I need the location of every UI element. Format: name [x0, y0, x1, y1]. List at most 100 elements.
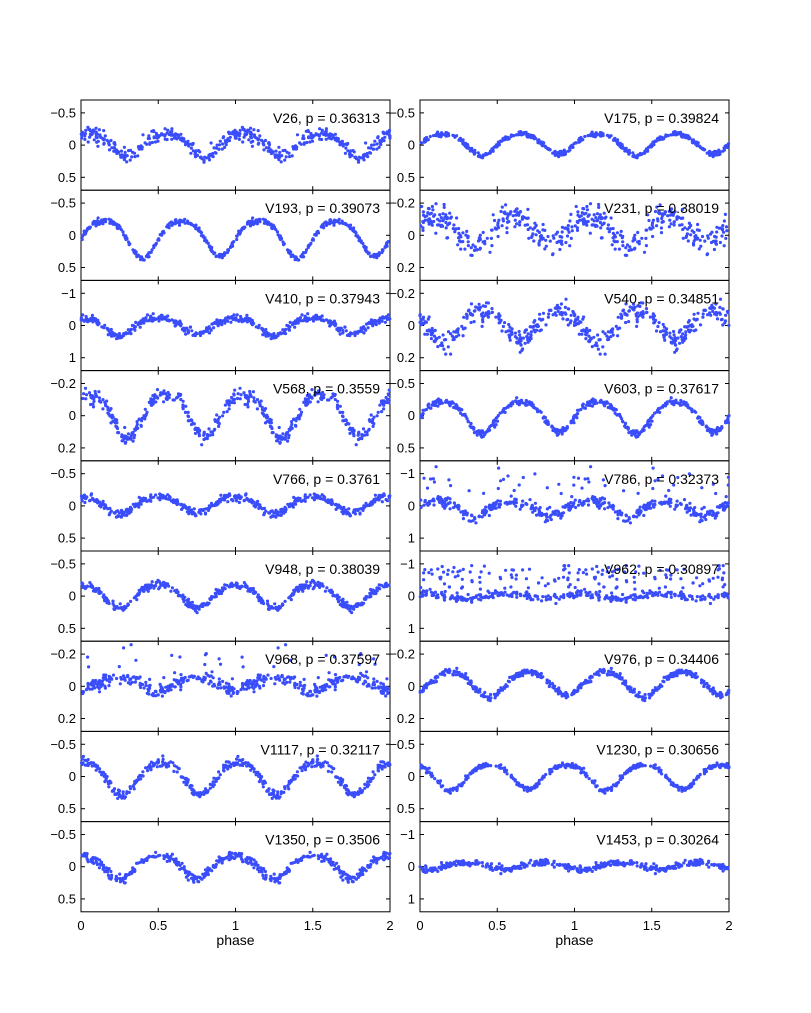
data-point	[526, 216, 530, 220]
data-point	[586, 214, 590, 218]
data-point	[290, 422, 294, 426]
data-point	[230, 315, 234, 319]
data-point	[525, 502, 529, 506]
data-point	[343, 151, 347, 155]
data-point	[453, 230, 457, 234]
data-point	[169, 589, 173, 593]
data-point	[172, 321, 176, 325]
data-point	[221, 414, 225, 418]
data-point	[245, 402, 250, 406]
data-point	[599, 226, 603, 230]
data-point	[363, 433, 367, 437]
data-point	[375, 414, 379, 418]
data-point	[115, 333, 119, 337]
data-point	[531, 506, 535, 510]
data-point	[81, 313, 85, 317]
data-point	[532, 239, 536, 243]
data-point	[378, 403, 382, 407]
data-point	[515, 207, 519, 211]
data-point	[109, 327, 113, 332]
data-point	[544, 244, 548, 248]
data-point	[570, 225, 574, 229]
data-point	[434, 401, 438, 405]
data-point	[158, 316, 162, 320]
data-point	[117, 431, 121, 435]
data-point	[721, 508, 726, 512]
data-point	[278, 150, 282, 155]
y-tick-label: −0.5	[50, 105, 76, 120]
data-point	[681, 216, 685, 220]
data-point	[295, 416, 299, 420]
data-point	[455, 216, 459, 220]
data-point	[223, 403, 227, 407]
data-point	[465, 316, 469, 320]
data-point	[678, 223, 682, 227]
data-point	[444, 134, 448, 138]
data-point	[513, 331, 518, 335]
data-point	[184, 410, 188, 414]
data-point	[348, 431, 352, 435]
data-point	[496, 499, 500, 503]
data-point	[197, 510, 201, 514]
y-tick-label: 0	[408, 498, 415, 513]
data-point	[632, 247, 637, 251]
data-point	[506, 474, 510, 478]
data-point	[499, 479, 503, 483]
data-point	[153, 140, 158, 144]
y-tick-label: 0	[408, 318, 415, 333]
data-point	[121, 439, 125, 443]
data-point	[632, 302, 636, 306]
data-point	[722, 148, 727, 152]
data-point	[621, 240, 625, 244]
data-point	[627, 320, 631, 324]
data-point	[213, 151, 217, 155]
data-point	[419, 317, 423, 321]
data-point	[579, 407, 583, 412]
data-point	[103, 504, 108, 508]
data-point	[366, 155, 370, 159]
data-point	[528, 325, 532, 329]
data-point	[696, 222, 700, 227]
data-point	[312, 316, 316, 320]
data-point	[420, 204, 424, 209]
data-point	[142, 321, 146, 325]
data-point	[662, 329, 666, 333]
data-point	[374, 497, 378, 501]
data-point	[300, 313, 304, 317]
data-point	[192, 507, 196, 511]
data-point	[122, 145, 126, 149]
data-point	[238, 128, 242, 132]
data-points	[80, 578, 391, 615]
data-point	[690, 138, 694, 142]
data-point	[480, 431, 484, 435]
data-point	[586, 134, 590, 138]
data-point	[726, 418, 730, 422]
y-tick-label: 0	[69, 228, 76, 243]
data-point	[110, 413, 114, 417]
data-point	[459, 510, 463, 514]
data-point	[667, 209, 671, 213]
data-point	[668, 213, 673, 217]
data-point	[226, 500, 230, 504]
data-point	[533, 319, 537, 323]
data-point	[452, 336, 456, 340]
data-point	[634, 435, 638, 439]
data-point	[362, 158, 366, 162]
data-point	[633, 233, 637, 237]
data-point	[232, 392, 236, 396]
data-point	[575, 226, 580, 230]
data-point	[715, 317, 720, 321]
data-point	[711, 309, 715, 313]
data-point	[681, 135, 685, 139]
data-point	[457, 226, 461, 231]
data-point	[565, 234, 570, 238]
data-point	[585, 326, 589, 331]
data-point	[631, 151, 635, 155]
data-point	[167, 318, 171, 322]
data-point	[569, 313, 573, 317]
data-point	[478, 233, 482, 237]
data-point	[559, 516, 563, 520]
data-point	[713, 513, 718, 517]
data-point	[126, 328, 130, 332]
